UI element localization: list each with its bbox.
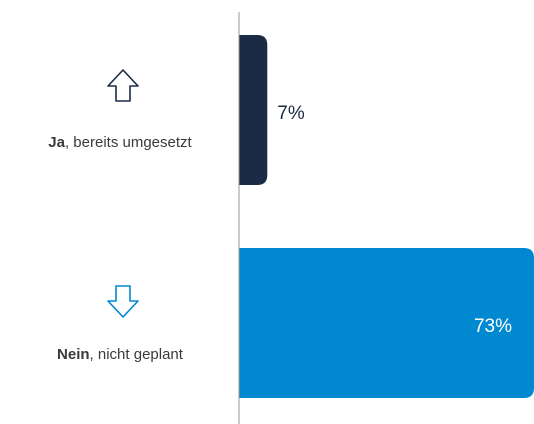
category-label: Ja, bereits umgesetzt [48,134,192,151]
bar [239,35,268,185]
up-arrow-icon [107,69,139,102]
value-label: 73% [474,316,512,337]
category-label: Nein, nicht geplant [57,346,184,363]
value-label: 7% [277,103,305,124]
down-arrow-icon [107,285,139,318]
bar [239,248,534,398]
